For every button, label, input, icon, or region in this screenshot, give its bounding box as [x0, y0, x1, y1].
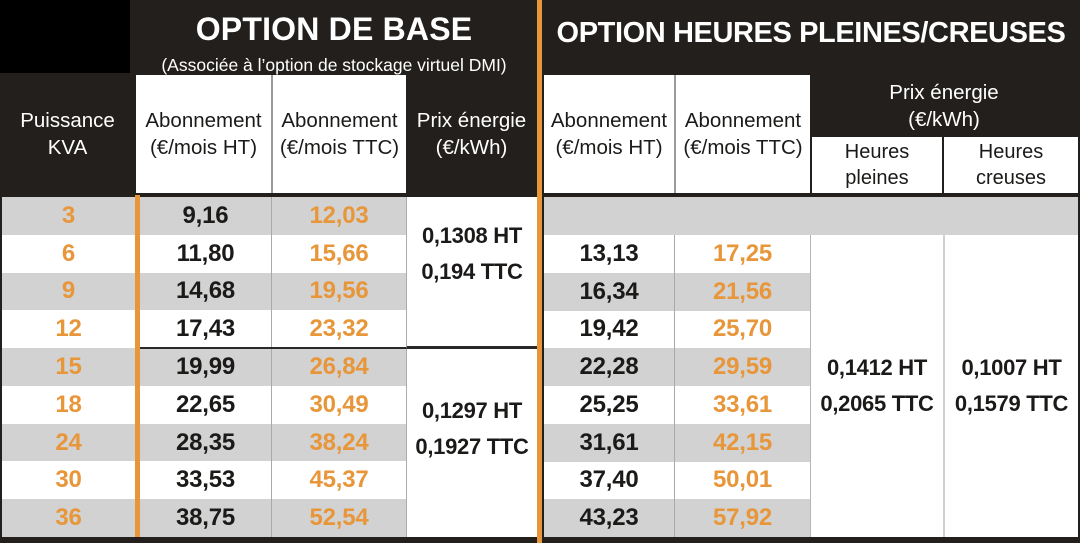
base-prix-header-line2: (€/kWh)	[435, 136, 508, 159]
base-energy-ttc: 0,194 TTC	[421, 258, 523, 284]
base-energy-ht: 0,1297 HT	[421, 398, 523, 423]
orange-vertical-rule-left	[135, 195, 140, 537]
hpc-ht-header-line1: Abonnement	[550, 109, 668, 132]
hpc-prix-energie-header: Prix énergie (€/kWh)	[810, 77, 1078, 135]
puissance-value: 30	[2, 461, 135, 500]
hpc-ht-value: 43,23	[544, 499, 674, 537]
hpc-abonnement-ht-header: Abonnement (€/mois HT)	[544, 75, 674, 193]
base-ht-header-line2: (€/mois HT)	[149, 136, 258, 159]
hpc-ttc-header-line1: Abonnement	[684, 109, 802, 132]
base-option-subtitle: (Associée à l’option de stockage virtuel…	[161, 55, 507, 75]
base-energy-ttc: 0,1927 TTC	[415, 434, 529, 459]
hpc-ht-header-line2: (€/mois HT)	[555, 136, 663, 159]
base-ttc-value: 12,03	[272, 197, 406, 235]
base-energy-ht: 0,1308 HT	[421, 222, 523, 248]
base-energy-price-rows-3-12: 0,1308 HT 0,194 TTC	[406, 197, 537, 349]
puissance-value: 3	[2, 197, 135, 235]
heures-pleines-energy-price: 0,1412 HT 0,2065 TTC	[810, 235, 943, 537]
puissance-value: 18	[2, 385, 135, 424]
hpc-option-title: OPTION HEURES PLEINES/CREUSES	[556, 17, 1066, 49]
base-option-title: OPTION DE BASE	[195, 11, 473, 47]
hpc-ttc-value: 21,56	[675, 272, 810, 311]
base-ht-value: 11,80	[140, 234, 271, 273]
puissance-value: 24	[2, 423, 135, 462]
heures-pleines-line1: Heures	[844, 141, 910, 163]
base-abonnement-ttc-header: Abonnement (€/mois TTC)	[271, 75, 406, 193]
base-ttc-value: 30,49	[272, 385, 406, 424]
hc-energy-ht: 0,1007 HT	[961, 355, 1062, 380]
base-prix-header-line1: Prix énergie	[416, 109, 527, 132]
hpc-ttc-value: 17,25	[675, 235, 810, 273]
hpc-ht-value: 16,34	[544, 272, 674, 311]
base-energy-section-divider	[140, 346, 406, 349]
heures-creuses-energy-price: 0,1007 HT 0,1579 TTC	[943, 235, 1078, 537]
heures-pleines-line2: pleines	[845, 167, 909, 189]
top-left-black-block	[0, 0, 130, 73]
puissance-header-line1: Puissance	[20, 109, 115, 132]
hpc-abonnement-ttc-column: 17,25 21,56 25,70 29,59 33,61 42,15 50,0…	[674, 235, 810, 537]
base-ht-value: 17,43	[140, 310, 271, 349]
base-abonnement-ttc-column: 12,03 15,66 19,56 23,32 26,84 30,49 38,2…	[271, 197, 406, 537]
base-ttc-value: 38,24	[272, 423, 406, 462]
hpc-ht-value: 13,13	[544, 235, 674, 273]
hpc-ttc-value: 57,92	[675, 499, 810, 537]
base-prix-energie-header: Prix énergie (€/kWh)	[406, 75, 537, 193]
base-energy-price-rows-15-36: 0,1297 HT 0,1927 TTC	[406, 349, 537, 537]
puissance-header-line2: KVA	[47, 136, 88, 159]
puissance-value: 12	[2, 310, 135, 349]
hpc-abonnement-ttc-header: Abonnement (€/mois TTC)	[674, 75, 810, 193]
orange-vertical-rule-center	[537, 0, 542, 543]
hpc-ttc-value: 42,15	[675, 423, 810, 462]
hpc-prix-header-line2: (€/kWh)	[908, 108, 980, 131]
hpc-ttc-value: 29,59	[675, 348, 810, 386]
hpc-prix-header-line1: Prix énergie	[889, 81, 999, 104]
hpc-ttc-value: 33,61	[675, 386, 810, 424]
base-ht-value: 14,68	[140, 272, 271, 311]
heures-creuses-line2: creuses	[975, 167, 1047, 189]
base-ht-value: 19,99	[140, 348, 271, 386]
base-ht-value: 28,35	[140, 423, 271, 462]
base-ttc-value: 45,37	[272, 461, 406, 500]
hpc-ht-value: 25,25	[544, 386, 674, 424]
puissance-value: 6	[2, 234, 135, 273]
base-ht-value: 33,53	[140, 461, 271, 500]
base-ttc-header-line2: (€/mois TTC)	[279, 136, 400, 159]
hpc-ht-value: 31,61	[544, 423, 674, 462]
base-ht-value: 38,75	[140, 499, 271, 537]
hc-energy-ttc: 0,1579 TTC	[954, 391, 1069, 416]
puissance-column-header: Puissance KVA	[0, 75, 135, 193]
base-ttc-value: 15,66	[272, 234, 406, 273]
base-ttc-value: 23,32	[272, 310, 406, 349]
hpc-ttc-value: 25,70	[675, 310, 810, 349]
hp-energy-ttc: 0,2065 TTC	[820, 391, 934, 416]
base-ttc-value: 19,56	[272, 272, 406, 311]
heures-creuses-header: Heures creuses	[944, 137, 1078, 193]
hpc-ttc-value: 50,01	[675, 461, 810, 500]
base-abonnement-ht-header: Abonnement (€/mois HT)	[136, 75, 271, 193]
puissance-value: 15	[2, 348, 135, 386]
hpc-ht-value: 37,40	[544, 461, 674, 500]
base-ttc-value: 52,54	[272, 499, 406, 537]
puissance-value: 9	[2, 272, 135, 311]
base-abonnement-ht-column: 9,16 11,80 14,68 17,43 19,99 22,65 28,35…	[140, 197, 271, 537]
hp-energy-ht: 0,1412 HT	[826, 355, 928, 380]
base-ht-header-line1: Abonnement	[145, 109, 262, 132]
base-ht-value: 9,16	[140, 197, 271, 235]
base-ht-value: 22,65	[140, 385, 271, 424]
heures-pleines-header: Heures pleines	[812, 137, 942, 193]
puissance-value: 36	[2, 499, 135, 537]
hpc-ht-value: 19,42	[544, 310, 674, 349]
hpc-ht-value: 22,28	[544, 348, 674, 386]
base-ttc-header-line1: Abonnement	[281, 109, 398, 132]
hpc-empty-row-band	[544, 197, 1078, 235]
hpc-abonnement-ht-column: 13,13 16,34 19,42 22,28 25,25 31,61 37,4…	[544, 235, 674, 537]
base-ttc-value: 26,84	[272, 348, 406, 386]
heures-creuses-line1: Heures	[978, 141, 1044, 163]
puissance-column: 3 6 9 12 15 18 24 30 36	[2, 197, 135, 537]
hpc-ttc-header-line2: (€/mois TTC)	[683, 136, 803, 159]
